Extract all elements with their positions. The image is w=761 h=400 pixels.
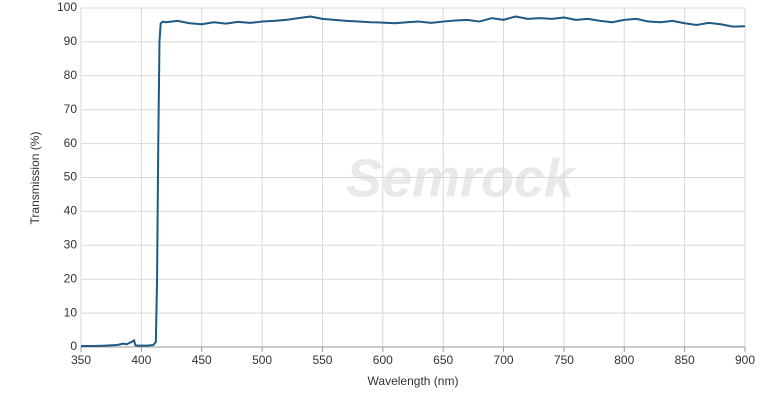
x-tick-label: 800 [614, 353, 634, 367]
y-tick-label: 30 [64, 237, 78, 251]
x-tick-label: 400 [131, 353, 151, 367]
x-tick-label: 600 [373, 353, 393, 367]
x-tick-label: 550 [312, 353, 332, 367]
data-line [81, 15, 746, 347]
watermark: Semrock [346, 148, 577, 208]
x-axis-label: Wavelength (nm) [368, 374, 459, 388]
y-tick-label: 80 [64, 68, 78, 82]
x-tick-label: 450 [192, 353, 212, 367]
y-tick-label: 100 [57, 0, 77, 14]
y-tick-label: 90 [64, 34, 78, 48]
y-tick-label: 40 [64, 204, 78, 218]
x-tick-label: 500 [252, 353, 272, 367]
y-tick-label: 0 [70, 339, 77, 353]
y-tick-label: 10 [64, 305, 78, 319]
x-tick-label: 650 [433, 353, 453, 367]
y-tick-label: 20 [64, 271, 78, 285]
y-axis-label: Transmission (%) [28, 132, 42, 225]
y-tick-label: 70 [64, 102, 78, 116]
y-tick-label: 60 [64, 136, 78, 150]
x-tick-label: 350 [71, 353, 91, 367]
x-tick-label: 850 [675, 353, 695, 367]
x-tick-label: 700 [494, 353, 514, 367]
x-tick-label: 900 [735, 353, 755, 367]
x-tick-label: 750 [554, 353, 574, 367]
y-tick-label: 50 [64, 170, 78, 184]
